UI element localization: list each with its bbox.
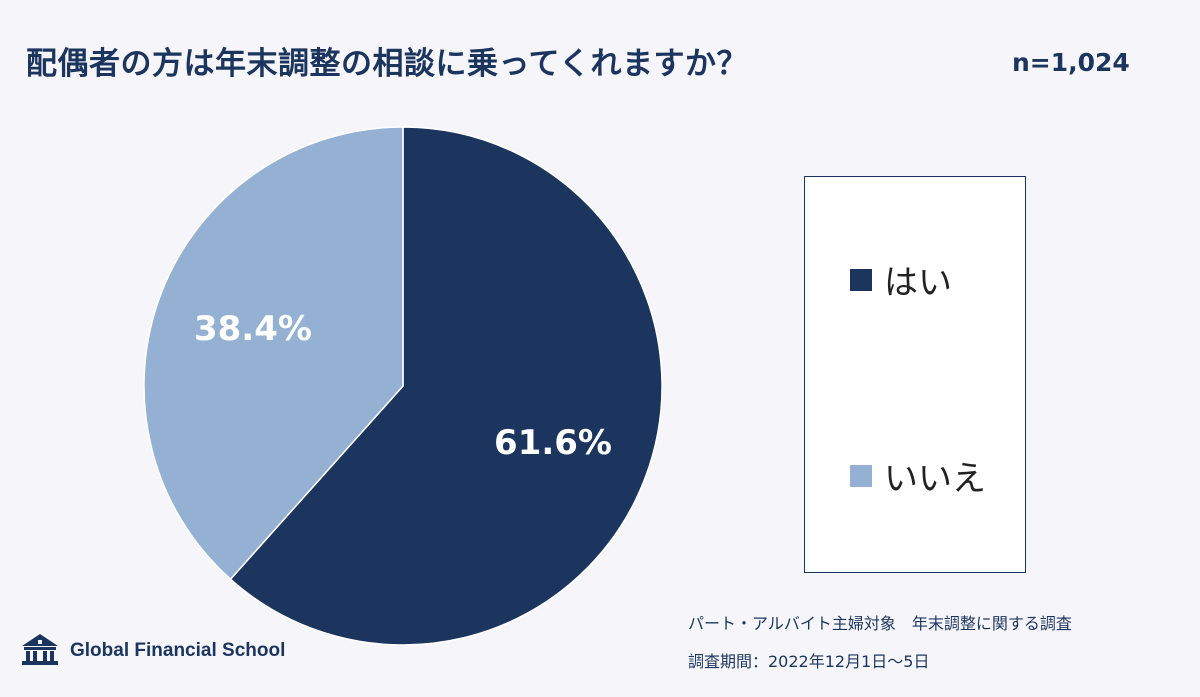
pie-slice-yes (229, 126, 663, 646)
pie-slice-no (143, 126, 404, 581)
survey-period: 調査期間：2022年12月1日〜5日 (688, 652, 930, 671)
brand-name: Global Financial School (70, 640, 286, 661)
legend-item-no: いいえ (850, 451, 986, 500)
legend-swatch-no (850, 464, 872, 487)
legend-swatch-yes (850, 268, 872, 291)
brand-logo: Global Financial School (20, 632, 285, 670)
survey-description: パート・アルバイト主婦対象 年末調整に関する調査 (688, 614, 1072, 633)
sample-size-label: n=1,024 (1012, 48, 1130, 77)
legend-item-yes: はい (850, 255, 952, 304)
legend: はい いいえ (804, 176, 1026, 573)
legend-label-no: いいえ (884, 459, 986, 499)
chart-title: 配偶者の方は年末調整の相談に乗ってくれますか？ (26, 46, 749, 82)
slice-label-yes: 61.6% (494, 423, 613, 464)
slice-label-no: 38.4% (193, 308, 312, 349)
legend-label-yes: はい (884, 263, 952, 303)
school-building-icon (20, 632, 60, 670)
